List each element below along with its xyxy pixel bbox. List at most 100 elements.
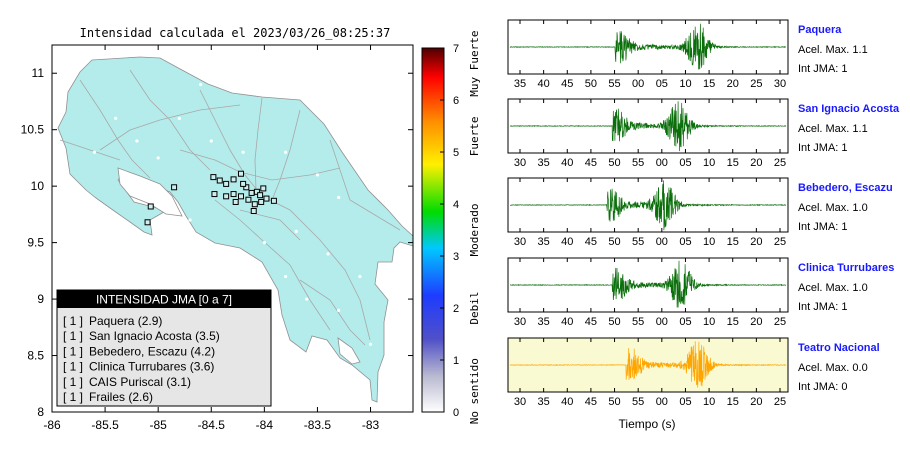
acceleration-label: Acel. Max. 1.0 (798, 282, 868, 294)
map-x-axis: -86 -85.5 -85 -84.5 -84 -83.5 -83 (43, 45, 380, 432)
station-marker (253, 188, 260, 195)
waveform-tick-label: 50 (608, 396, 620, 408)
town-marker (315, 173, 320, 177)
waveform-tick-label: 15 (727, 396, 739, 408)
waveform-tick-label: 50 (608, 157, 620, 169)
intensity-label: Int JMA: 1 (798, 301, 848, 313)
waveform-tick-label: 00 (656, 396, 668, 408)
waveform-trace (509, 341, 787, 388)
station-marker (223, 193, 230, 200)
map-y-tick-label: 8.5 (27, 349, 44, 363)
waveform-tick-label: 55 (632, 236, 644, 248)
waveform-tick-label: 55 (608, 78, 620, 90)
station-marker (171, 184, 178, 191)
waveform-tick-label: 35 (538, 157, 550, 169)
waveform-tick-label: 55 (632, 396, 644, 408)
waveform-tick-label: 10 (703, 236, 715, 248)
acceleration-label: Acel. Max. 1.1 (798, 123, 868, 135)
map-x-tick-label: -86 (43, 418, 61, 432)
station-name: Teatro Nacional (798, 342, 880, 354)
waveform-tick-label: 20 (750, 396, 762, 408)
waveform-trace (509, 101, 787, 152)
map-y-tick-label: 8 (37, 405, 44, 419)
waveform-tick-label: 25 (774, 396, 786, 408)
town-marker (156, 156, 160, 160)
town-marker (262, 241, 266, 245)
station-marker (260, 185, 267, 192)
town-markers (92, 82, 373, 346)
colorbar-tick-label: 1 (453, 355, 459, 367)
town-marker (188, 218, 192, 222)
waveform-tick-label: 15 (727, 157, 739, 169)
acceleration-label: Acel. Max. 1.1 (798, 44, 868, 56)
town-marker (209, 139, 213, 143)
town-marker (326, 252, 330, 256)
legend-item-label: Frailes (2.6) (89, 390, 153, 404)
station-marker (144, 219, 151, 226)
station-marker (257, 192, 264, 199)
station-marker (216, 177, 223, 184)
waveform-tick-label: 00 (656, 236, 668, 248)
waveform-tick-label: 55 (632, 157, 644, 169)
station-marker (240, 180, 247, 187)
waveform-tick-label: 10 (679, 78, 691, 90)
waveform-tick-label: 05 (679, 236, 691, 248)
town-marker (337, 308, 341, 312)
waveform-tick-label: 45 (561, 78, 573, 90)
map-y-tick-label: 11 (32, 66, 45, 80)
station-marker (232, 198, 239, 205)
colorbar-categories: No sentido Debil Moderado Fuerte Muy Fuerte (468, 30, 481, 424)
waveform-tick-label: 05 (656, 78, 668, 90)
colorbar-category-label: Fuerte (468, 117, 481, 157)
town-marker (294, 229, 298, 233)
waveform-tick-label: 30 (514, 316, 526, 328)
waveform-panel: 30 35 40 45 50 55 00 05 10 15 20 25 Bebedero, Escazu… (507, 177, 893, 248)
town-marker (305, 297, 309, 301)
waveform-tick-label: 40 (561, 157, 573, 169)
golfo-dulce (337, 337, 361, 365)
town-marker (135, 139, 139, 143)
intensity-legend: INTENSIDAD JMA [0 a 7] [ 1 ] Paquera (2.9… (56, 289, 272, 407)
legend-item-code: [ 1 ] (63, 390, 83, 404)
legend-item-label: Paquera (2.9) (89, 314, 162, 328)
map-panel: Intensidad calculada el 2023/03/26_08:25… (21, 26, 414, 432)
acceleration-label: Acel. Max. 0.0 (798, 362, 868, 374)
colorbar-tick-label: 4 (453, 199, 459, 211)
gulf-of-nicoya (117, 167, 183, 217)
station-marker (263, 195, 270, 202)
waveform-tick-label: 25 (774, 316, 786, 328)
town-marker (177, 116, 182, 120)
colorbar-category-label: Muy Fuerte (468, 30, 481, 96)
waveform-tick-label: 45 (585, 157, 597, 169)
waveform-tick-label: 50 (608, 316, 620, 328)
map-y-tick-label: 10 (31, 179, 45, 193)
legend-item-code: [ 1 ] (63, 329, 83, 343)
waveform-tick-label: 25 (750, 78, 762, 90)
town-marker (283, 150, 288, 154)
waveform-tick-label: 10 (703, 396, 715, 408)
station-marker (237, 170, 244, 177)
waveform-tick-label: 15 (703, 78, 715, 90)
legend-item-label: Bebedero, Escazu (4.2) (89, 344, 215, 358)
map-y-tick-label: 10.5 (21, 123, 45, 137)
map-x-tick-label: -84.5 (198, 418, 226, 432)
map-x-tick-label: -84 (256, 418, 274, 432)
colorbar-category-label: No sentido (468, 358, 481, 424)
waveform-trace (509, 180, 787, 231)
waveform-tick-label: 05 (679, 157, 691, 169)
station-marker (210, 174, 217, 181)
colorbar-category-label: Debil (468, 291, 481, 324)
colorbar-tick-label: 3 (453, 251, 459, 263)
station-marker (251, 201, 258, 208)
map-title: Intensidad calculada el 2023/03/26_08:25… (80, 26, 391, 40)
station-name: Paquera (798, 24, 842, 36)
legend-item-label: San Ignacio Acosta (3.5) (89, 329, 220, 343)
town-marker (124, 184, 128, 188)
waveform-panel: 30 35 40 45 50 55 00 05 10 15 20 25 San Ignacio Acos… (507, 98, 900, 169)
station-marker (270, 197, 277, 204)
station-marker (245, 196, 252, 203)
intensity-label: Int JMA: 0 (798, 381, 848, 393)
legend-header (57, 290, 271, 308)
